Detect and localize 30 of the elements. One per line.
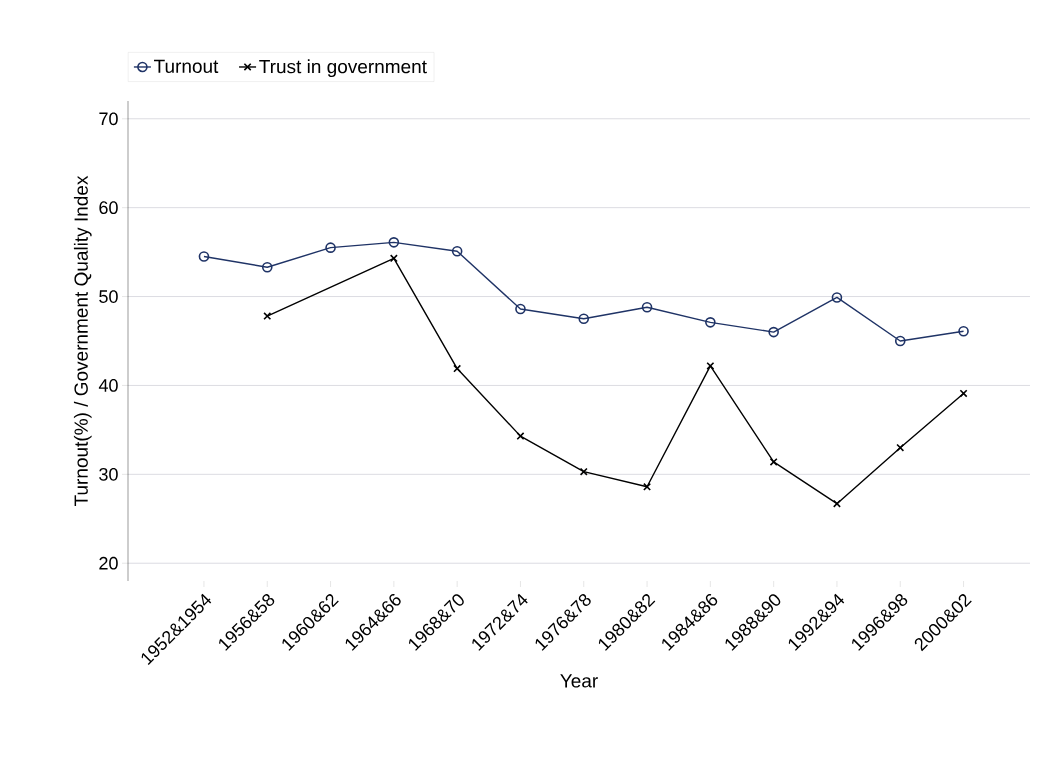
point bbox=[705, 317, 716, 328]
point bbox=[451, 245, 463, 257]
point bbox=[198, 251, 210, 262]
point bbox=[389, 254, 398, 263]
legend-label: Trust in government bbox=[259, 59, 427, 78]
legend-label: Turnout bbox=[154, 59, 219, 73]
y-tick-label: 50 bbox=[99, 290, 118, 303]
point bbox=[706, 361, 715, 370]
point bbox=[959, 389, 968, 398]
point bbox=[958, 325, 969, 337]
point bbox=[579, 467, 588, 476]
y-tick-label: 70 bbox=[99, 112, 118, 126]
point bbox=[578, 313, 590, 325]
point bbox=[832, 499, 841, 508]
point bbox=[263, 312, 272, 321]
point bbox=[261, 261, 273, 273]
y-tick-label: 40 bbox=[98, 379, 118, 392]
y-tick-label: 60 bbox=[99, 201, 118, 215]
point bbox=[896, 443, 905, 452]
point bbox=[894, 335, 906, 347]
point bbox=[515, 303, 526, 315]
y-axis-title: Turnout(%) / Government Quality Index bbox=[73, 175, 92, 507]
point bbox=[768, 326, 779, 338]
point bbox=[831, 292, 843, 303]
point bbox=[641, 301, 653, 313]
point bbox=[325, 242, 336, 253]
y-tick-label: 30 bbox=[99, 467, 118, 481]
y-tick-label: 20 bbox=[99, 556, 118, 570]
point bbox=[388, 237, 400, 248]
x-axis-title: Year bbox=[560, 674, 598, 688]
